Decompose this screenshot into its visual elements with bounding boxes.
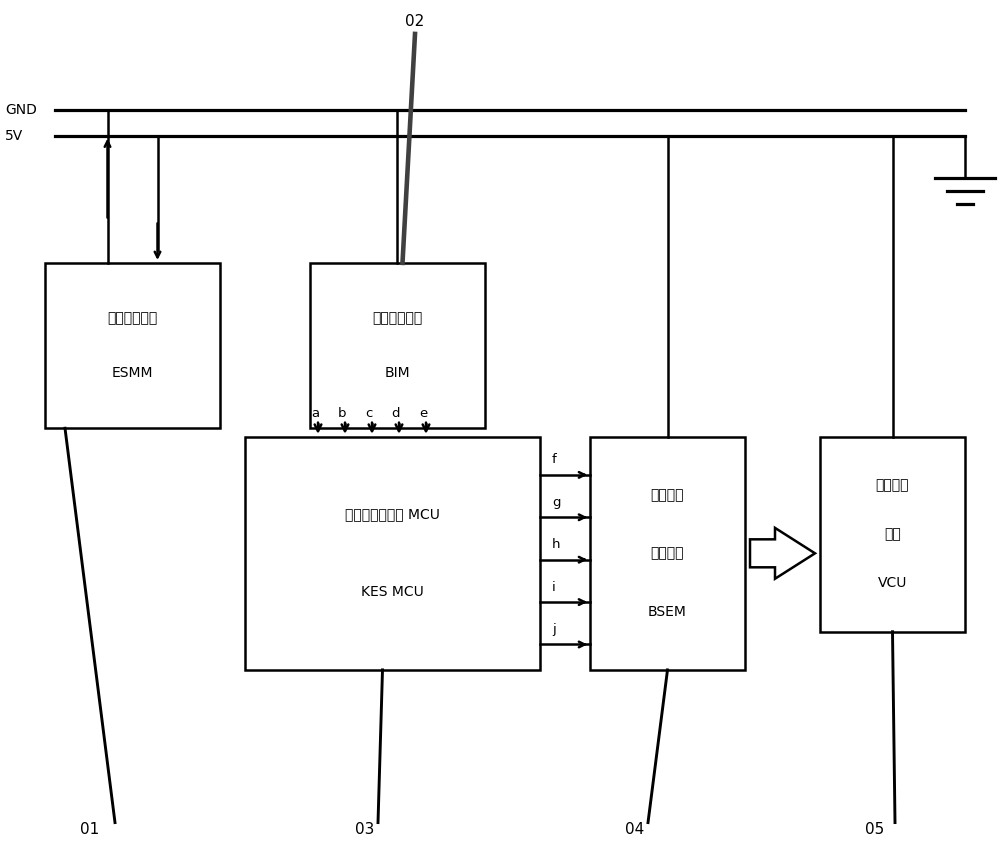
Text: f: f <box>552 454 557 466</box>
Text: KES MCU: KES MCU <box>361 585 424 600</box>
Text: VCU: VCU <box>878 576 907 590</box>
Text: BIM: BIM <box>385 366 410 380</box>
Bar <box>310 263 485 428</box>
Text: BSEM: BSEM <box>648 605 687 619</box>
Bar <box>245 437 540 670</box>
Text: 01: 01 <box>80 822 100 837</box>
Text: 整车控制: 整车控制 <box>876 478 909 493</box>
Text: i: i <box>552 581 556 594</box>
Text: 档位信号: 档位信号 <box>651 488 684 502</box>
Text: 电源稳压模块: 电源稳压模块 <box>107 311 158 325</box>
Text: GND: GND <box>5 103 37 117</box>
Text: 旋钮电子换挡器 MCU: 旋钮电子换挡器 MCU <box>345 507 440 522</box>
Text: c: c <box>365 407 373 420</box>
Text: h: h <box>552 538 560 551</box>
Text: d: d <box>392 407 400 420</box>
Text: 单元: 单元 <box>884 527 901 541</box>
Bar <box>590 437 745 670</box>
FancyArrow shape <box>750 527 815 578</box>
Text: 03: 03 <box>355 822 375 837</box>
Text: a: a <box>311 407 319 420</box>
Bar <box>820 437 965 632</box>
Text: 02: 02 <box>405 14 425 29</box>
Text: g: g <box>552 496 560 509</box>
Text: 输出模块: 输出模块 <box>651 546 684 561</box>
Text: 5V: 5V <box>5 129 23 142</box>
Bar <box>45 263 220 428</box>
Text: 档位检测模块: 档位检测模块 <box>372 311 423 325</box>
Text: j: j <box>552 623 556 636</box>
Text: b: b <box>338 407 346 420</box>
Text: e: e <box>419 407 427 420</box>
Text: 05: 05 <box>865 822 885 837</box>
Text: 04: 04 <box>625 822 645 837</box>
Text: ESMM: ESMM <box>112 366 153 380</box>
